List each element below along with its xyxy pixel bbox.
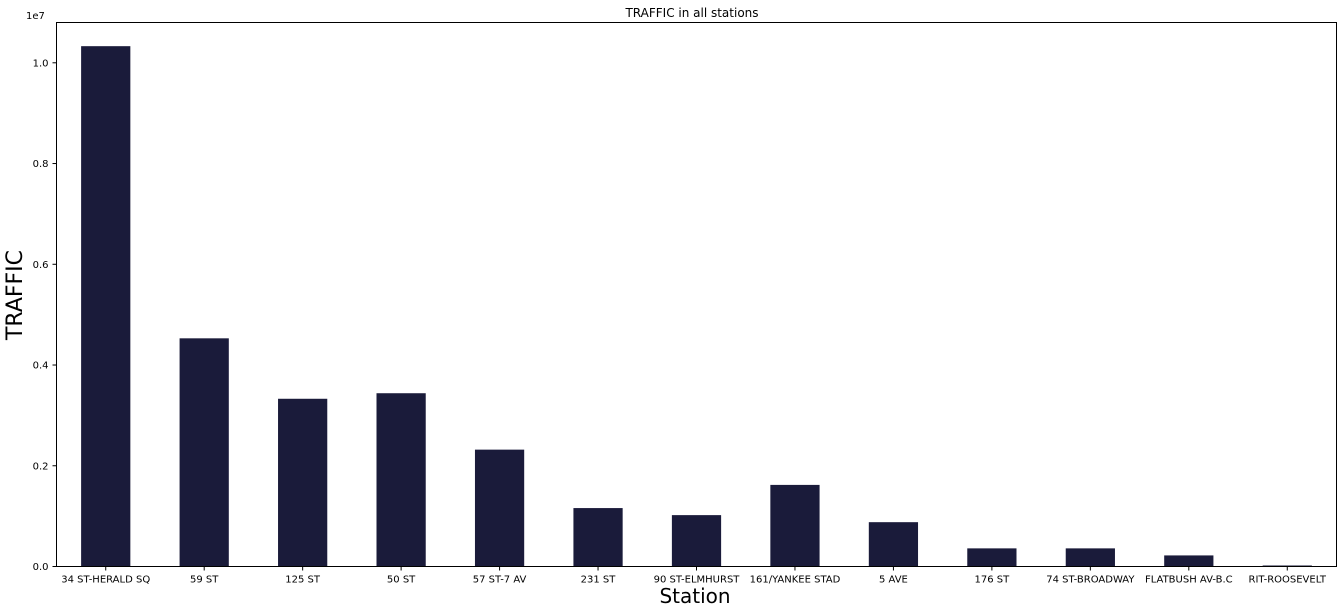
x-tick-label: FLATBUSH AV-B.C: [1145, 575, 1233, 586]
y-tick-label: 0.0: [33, 562, 49, 573]
bar: [573, 508, 623, 567]
bar: [967, 548, 1017, 567]
y-axis-offset-label: 1e7: [26, 11, 45, 22]
chart-title: TRAFFIC in all stations: [624, 6, 758, 20]
bar: [81, 46, 131, 567]
x-tick-label: 74 ST-BROADWAY: [1046, 575, 1135, 586]
bar: [770, 484, 820, 567]
bar: [376, 393, 426, 567]
x-tick-label: 5 AVE: [879, 575, 908, 586]
y-axis-label: TRAFFIC: [3, 250, 28, 341]
x-tick-label: 176 ST: [975, 575, 1011, 586]
bar: [179, 338, 229, 567]
bar: [671, 515, 722, 567]
bars-group: [81, 46, 1312, 567]
x-axis-label: Station: [659, 584, 730, 608]
y-tick-label: 0.8: [33, 159, 49, 170]
bar: [278, 398, 328, 567]
y-tick-label: 0.4: [33, 361, 49, 372]
x-axis-ticks: 34 ST-HERALD SQ 59 ST 125 ST 50 ST 57 ST-7 A…: [61, 566, 1327, 586]
y-axis-ticks: 0.0 0.2 0.4 0.6 0.8 1.0: [33, 58, 57, 573]
bar: [1262, 565, 1312, 567]
bar: [1164, 555, 1214, 567]
x-tick-label: 50 ST: [387, 575, 416, 586]
bar: [474, 449, 525, 567]
x-tick-label: RIT-ROOSEVELT: [1249, 575, 1327, 586]
y-tick-label: 0.6: [33, 260, 49, 271]
y-tick-label: 1.0: [33, 58, 49, 69]
x-tick-label: 125 ST: [285, 575, 321, 586]
plot-frame: [56, 22, 1337, 567]
x-tick-label: 161/YANKEE STAD: [750, 575, 841, 586]
x-tick-label: 59 ST: [190, 575, 219, 586]
x-tick-label: 34 ST-HERALD SQ: [61, 575, 150, 586]
x-tick-label: 231 ST: [581, 575, 617, 586]
y-tick-label: 0.2: [33, 461, 49, 472]
x-tick-label: 57 ST-7 AV: [473, 575, 527, 586]
x-tick-label: 90 ST-ELMHURST: [654, 575, 741, 586]
bar: [868, 522, 919, 567]
bar: [1065, 548, 1115, 567]
